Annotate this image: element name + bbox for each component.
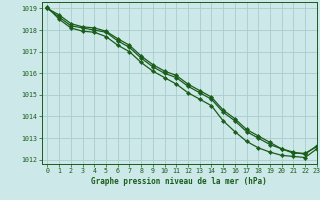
X-axis label: Graphe pression niveau de la mer (hPa): Graphe pression niveau de la mer (hPa) xyxy=(91,177,267,186)
